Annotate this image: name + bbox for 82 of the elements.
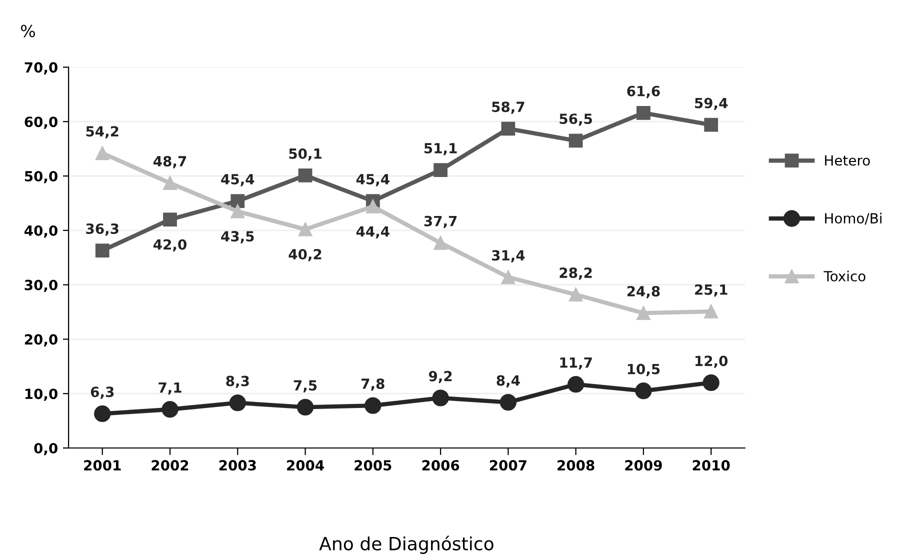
point (702, 374, 720, 392)
point (501, 122, 516, 136)
data-label: 40,2 (288, 249, 322, 262)
x-tick-label: 2002 (152, 460, 188, 471)
point (230, 204, 245, 218)
x-tick-label: 2009 (625, 460, 662, 471)
point (163, 176, 177, 190)
data-label: 56,5 (560, 114, 592, 126)
x-tick-label: 2003 (219, 460, 256, 471)
data-label: 54,2 (86, 126, 118, 138)
point (434, 163, 448, 177)
data-label: 61,6 (627, 86, 660, 98)
data-label: 8,4 (496, 375, 520, 388)
y-axis-title: % (20, 24, 35, 38)
data-label: 37,7 (424, 216, 457, 228)
point (432, 390, 449, 406)
data-label: 58,7 (492, 102, 524, 114)
data-label: 24,8 (627, 286, 660, 298)
point (568, 288, 583, 302)
data-label: 7,8 (362, 378, 384, 391)
data-label: 50,1 (289, 148, 322, 161)
data-label: 9,2 (428, 370, 452, 384)
x-tick-label: 2007 (490, 460, 526, 471)
legend-label: Hetero (825, 155, 870, 166)
point (229, 394, 246, 412)
data-label: 45,4 (356, 174, 390, 186)
y-tick-label: 40,0 (24, 225, 58, 238)
data-label: 12,0 (696, 356, 728, 368)
point (298, 222, 312, 236)
data-label: 36,3 (86, 223, 118, 236)
data-label: 48,7 (153, 156, 186, 168)
x-tick-label: 2001 (84, 460, 121, 471)
data-label: 7,5 (294, 380, 317, 392)
x-tick-label: 2004 (287, 460, 324, 471)
point (704, 118, 718, 132)
point (230, 194, 245, 208)
point (704, 304, 718, 318)
point (95, 146, 110, 160)
point (162, 401, 178, 418)
data-label: 25,1 (695, 284, 728, 297)
point (296, 398, 314, 416)
data-label: 7,1 (158, 382, 182, 395)
point (163, 212, 177, 226)
point (567, 376, 584, 393)
point (635, 382, 652, 400)
data-label: 6,3 (90, 386, 114, 399)
point (95, 244, 110, 258)
point (636, 106, 650, 120)
point (636, 306, 650, 320)
x-tick-label: 2006 (422, 460, 460, 471)
y-tick-label: 50,0 (24, 170, 58, 184)
point (94, 405, 111, 422)
y-tick-label: 10,0 (25, 388, 58, 401)
data-label: 42,0 (153, 239, 186, 252)
data-label: 43,5 (221, 231, 254, 244)
y-tick-label: 30,0 (24, 280, 58, 292)
point (500, 394, 517, 411)
y-tick-label: 60,0 (24, 116, 58, 129)
data-label: 51,1 (424, 143, 457, 156)
data-label: 31,4 (492, 250, 525, 262)
point (501, 270, 516, 284)
y-tick-label: 0,0 (34, 442, 58, 456)
x-tick-label: 2010 (692, 460, 730, 471)
data-label: 44,4 (356, 226, 390, 238)
data-label: 45,4 (221, 174, 254, 186)
data-label: 8,3 (226, 376, 249, 388)
data-label: 28,2 (560, 268, 592, 280)
point (364, 397, 382, 414)
legend-label: Toxico (824, 270, 866, 282)
data-label: 10,5 (628, 364, 660, 376)
data-label: 59,4 (695, 98, 728, 110)
point (298, 168, 312, 182)
x-tick-label: 2008 (558, 460, 594, 471)
x-axis-title: Ano de Diagnóstico (319, 536, 494, 554)
y-tick-label: 20,0 (24, 334, 58, 346)
point (366, 200, 380, 214)
data-label: 11,7 (560, 357, 592, 370)
y-tick-label: 70,0 (24, 62, 58, 74)
x-tick-label: 2005 (354, 460, 392, 471)
legend-label: Homo/Bi (825, 212, 882, 225)
point (568, 134, 583, 148)
point (434, 236, 448, 250)
